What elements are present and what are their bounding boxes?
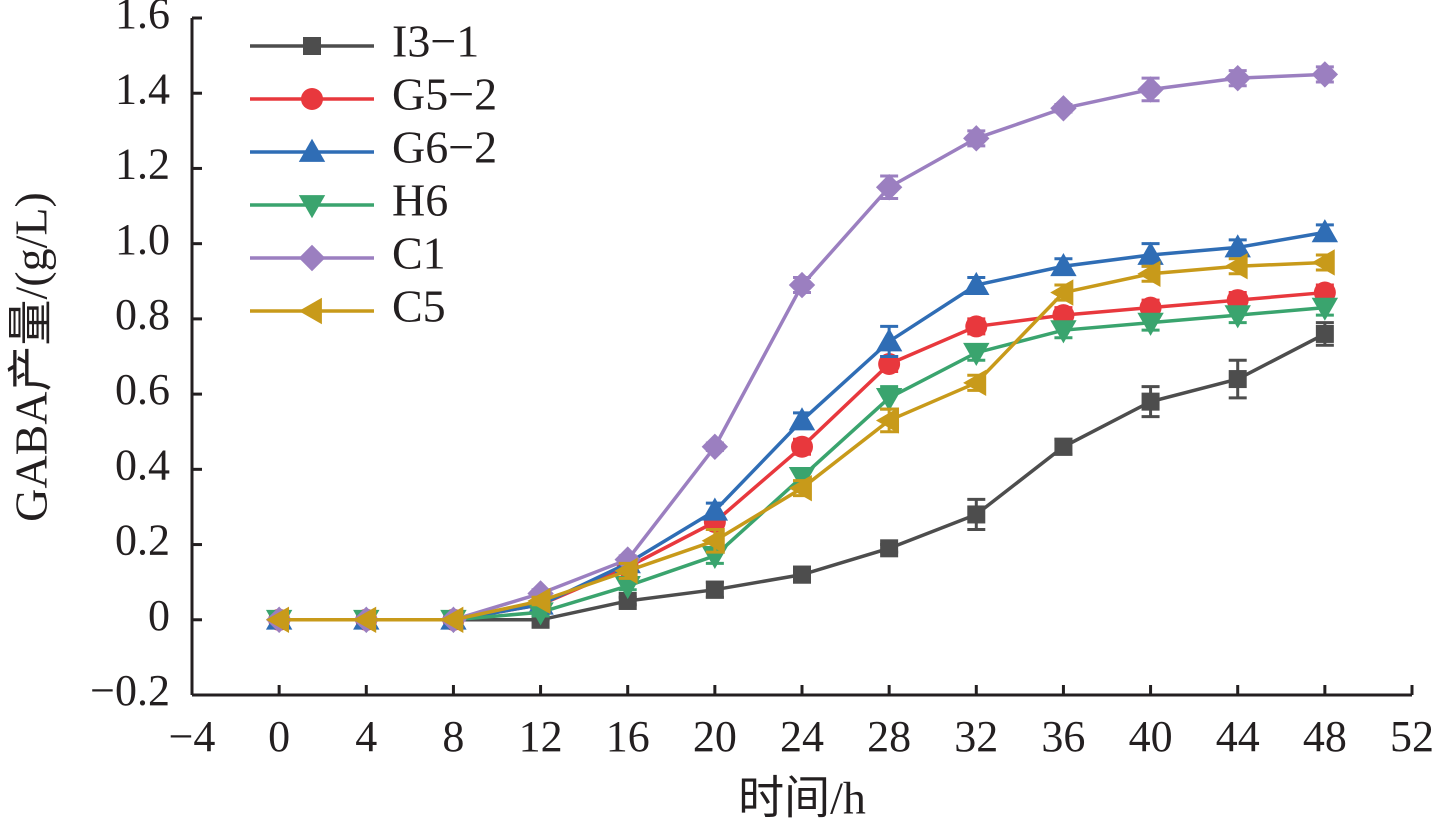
y-tick-label: 1.6 (115, 0, 170, 38)
marker (875, 174, 903, 201)
marker (1224, 253, 1248, 280)
marker (1137, 241, 1164, 265)
marker (1050, 279, 1074, 306)
marker (875, 328, 903, 352)
y-axis-title: GABA产量/(g/L) (6, 192, 57, 522)
marker (788, 466, 816, 491)
y-tick-label: 1.2 (115, 140, 170, 189)
marker (1054, 437, 1073, 456)
marker (875, 387, 903, 412)
y-tick-label: −0.2 (90, 666, 170, 715)
marker (788, 474, 812, 502)
y-tick-label: 0.2 (115, 516, 170, 565)
marker (1311, 219, 1339, 243)
marker (440, 606, 464, 633)
marker (1050, 95, 1077, 122)
marker (1228, 370, 1247, 389)
marker (963, 342, 990, 366)
marker (1224, 234, 1251, 258)
legend-marker (301, 88, 323, 110)
x-tick-label: 16 (606, 712, 650, 761)
x-tick-label: −4 (169, 712, 216, 761)
x-tick-label: 40 (1129, 712, 1173, 761)
x-tick-label: 12 (519, 712, 563, 761)
marker (963, 369, 987, 397)
x-tick-label: 32 (954, 712, 998, 761)
x-tick-label: 44 (1216, 712, 1260, 761)
marker (265, 606, 290, 633)
x-tick-label: 4 (355, 712, 377, 761)
x-tick-label: 48 (1303, 712, 1347, 761)
marker (875, 407, 900, 434)
y-tick-label: 1.4 (115, 64, 170, 113)
marker (963, 125, 990, 152)
x-tick-label: 52 (1390, 712, 1434, 761)
legend-label: H6 (392, 175, 448, 226)
marker (701, 433, 729, 460)
y-tick-label: 0.8 (115, 290, 170, 339)
marker (1050, 320, 1077, 344)
x-tick-label: 36 (1041, 712, 1085, 761)
marker (705, 580, 724, 599)
marker (527, 587, 551, 615)
legend-marker (298, 195, 326, 219)
marker (788, 407, 816, 431)
y-tick-label: 0.4 (115, 440, 170, 489)
x-tick-label: 8 (442, 712, 464, 761)
legend-marker (298, 297, 322, 325)
y-tick-label: 0.6 (115, 365, 170, 414)
legend-label: C5 (392, 281, 446, 332)
marker (1311, 61, 1339, 88)
marker (880, 539, 899, 558)
legend-label: I3−1 (392, 16, 479, 67)
legend-label: G5−2 (392, 69, 497, 120)
marker (1137, 312, 1164, 336)
legend-marker (298, 138, 326, 162)
x-tick-label: 20 (693, 712, 737, 761)
marker (878, 353, 901, 376)
y-tick-label: 0 (148, 591, 170, 640)
marker (1311, 249, 1335, 276)
y-tick-label: 1.0 (115, 215, 170, 264)
marker (967, 505, 986, 524)
marker (618, 591, 637, 610)
legend-label: C1 (392, 228, 446, 279)
marker (1137, 76, 1164, 103)
marker (1224, 64, 1251, 92)
marker (1224, 305, 1251, 329)
marker (791, 435, 813, 458)
marker (1050, 253, 1077, 277)
marker (1315, 324, 1334, 343)
marker (701, 497, 729, 521)
marker (1311, 297, 1339, 321)
marker (963, 271, 990, 295)
marker (1137, 260, 1161, 287)
marker (614, 546, 641, 573)
legend-marker (298, 244, 326, 272)
x-tick-label: 24 (780, 712, 824, 761)
legend-label: G6−2 (392, 122, 497, 173)
x-tick-label: 28 (867, 712, 911, 761)
marker (793, 565, 811, 584)
marker (701, 527, 725, 554)
legend-marker (303, 37, 321, 55)
marker (788, 271, 816, 299)
marker (614, 557, 638, 585)
marker (1141, 392, 1160, 411)
marker (353, 606, 377, 633)
marker (965, 315, 988, 338)
x-axis-title: 时间/h (738, 773, 866, 824)
x-tick-label: 0 (268, 712, 290, 761)
